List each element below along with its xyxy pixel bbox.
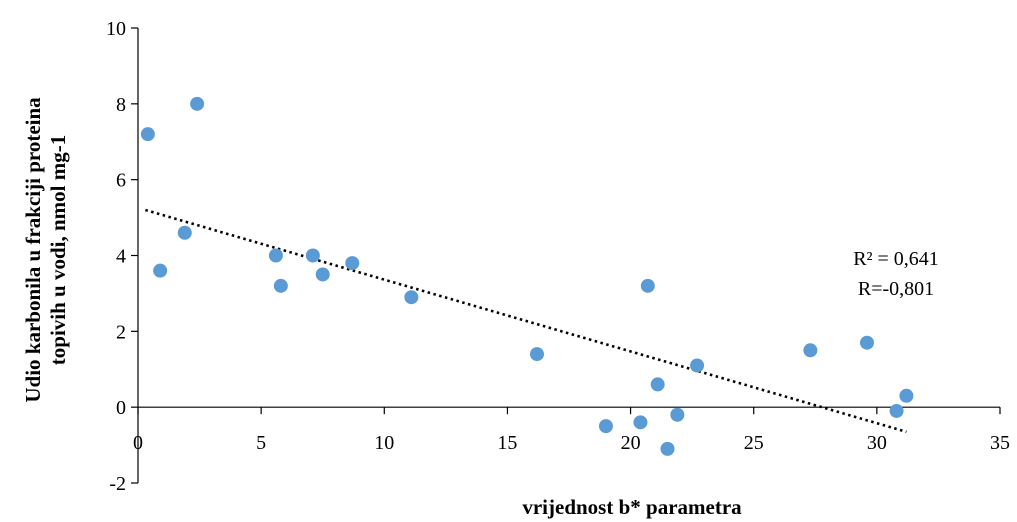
x-tick-label: 0 — [133, 432, 143, 454]
scatter-point — [650, 377, 665, 392]
scatter-point — [889, 403, 904, 418]
x-tick-label: 25 — [744, 432, 764, 454]
scatter-point — [273, 278, 288, 293]
y-tick-label: 6 — [116, 170, 126, 192]
y-axis-title-line2: topivih u vodi, nmol mg-1 — [46, 135, 70, 365]
scatter-point — [404, 290, 419, 305]
scatter-point — [660, 441, 675, 456]
y-tick-label: 4 — [116, 246, 126, 268]
x-tick-label: 5 — [256, 432, 266, 454]
x-axis-title: vrijednost b* parametra — [522, 495, 742, 519]
ticks: -2 0 2 4 6 8 10 0 5 10 15 20 25 30 35 — [106, 18, 1010, 495]
x-tick-label: 20 — [621, 432, 641, 454]
y-axis-title: Udio karbonila u frakciji proteina topiv… — [21, 97, 70, 403]
scatter-point — [529, 347, 544, 362]
y-tick-label: 8 — [116, 94, 126, 116]
scatter-point — [633, 415, 648, 430]
r-squared-annotation: R² = 0,641 — [853, 248, 939, 270]
x-tick-label: 15 — [497, 432, 517, 454]
y-tick-label: 2 — [116, 321, 126, 343]
scatter-point — [803, 343, 818, 358]
scatter-point — [268, 248, 283, 263]
scatter-point — [690, 358, 705, 373]
y-axis-title-line1: Udio karbonila u frakciji proteina — [21, 97, 45, 403]
x-tick-label: 30 — [867, 432, 887, 454]
scatter-point — [670, 407, 685, 422]
scatter-point — [305, 248, 320, 263]
points-group — [140, 96, 914, 456]
r-annotation: R=-0,801 — [858, 278, 934, 300]
y-tick-label: 0 — [116, 397, 126, 419]
scatter-point — [315, 267, 330, 282]
trendline — [145, 208, 907, 434]
scatter-point — [140, 127, 155, 142]
y-tick-label: -2 — [109, 473, 126, 495]
scatter-point — [345, 256, 360, 271]
x-tick-label: 10 — [374, 432, 394, 454]
scatter-point — [190, 96, 205, 111]
scatter-point — [860, 335, 875, 350]
scatter-point — [153, 263, 168, 278]
x-tick-label: 35 — [990, 432, 1010, 454]
scatter-point — [640, 278, 655, 293]
scatter-point — [177, 225, 192, 240]
y-tick-label: 10 — [106, 18, 126, 40]
scatter-point — [899, 388, 914, 403]
trendline-group — [145, 208, 907, 434]
scatter-point — [598, 419, 613, 434]
